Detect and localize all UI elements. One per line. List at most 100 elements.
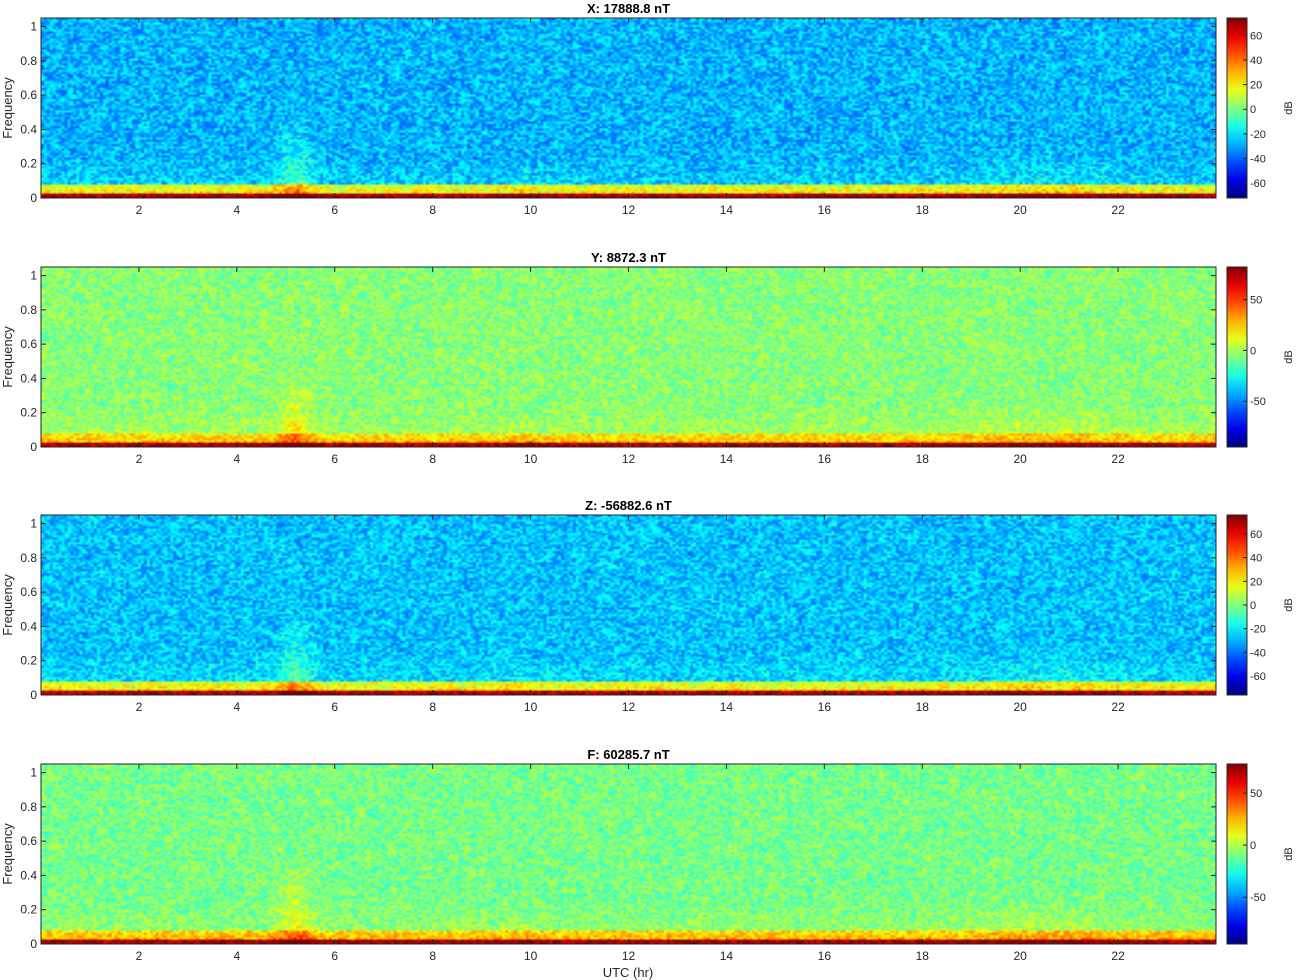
y-axis-label: Frequency bbox=[0, 823, 15, 885]
x-axis-label: UTC (hr) bbox=[603, 965, 654, 980]
x-tick-label: 6 bbox=[331, 700, 338, 714]
x-tick-label: 22 bbox=[1111, 949, 1125, 963]
y-axis-label: Frequency bbox=[0, 574, 15, 636]
colorbar-tick-label: 0 bbox=[1250, 104, 1256, 116]
y-tick-label: 1 bbox=[30, 20, 37, 34]
x-tick-label: 14 bbox=[720, 203, 734, 217]
y-tick-label: 0 bbox=[30, 688, 37, 702]
colorbar-tick-label: 40 bbox=[1250, 553, 1262, 565]
y-tick-label: 0.4 bbox=[20, 371, 37, 385]
y-tick-label: 1 bbox=[30, 766, 37, 780]
x-tick-label: 4 bbox=[233, 949, 240, 963]
colorbar-tick-label: 0 bbox=[1250, 840, 1256, 852]
colorbar-label: dB bbox=[1283, 847, 1295, 860]
x-tick-label: 6 bbox=[331, 452, 338, 466]
colorbar-tick-label: -20 bbox=[1250, 129, 1266, 141]
y-tick-label: 0.6 bbox=[20, 834, 37, 848]
x-tick-label: 16 bbox=[818, 452, 832, 466]
x-tick-label: 16 bbox=[818, 203, 832, 217]
y-tick-label: 0 bbox=[30, 440, 37, 454]
subplot-0: X: 17888.8 nT2 4 6 8 10 12 14 16 18 20 2200.20.40.… bbox=[0, 1, 1295, 217]
colorbar-tick-label: 20 bbox=[1250, 80, 1262, 92]
colorbar bbox=[1226, 17, 1248, 199]
y-tick-label: 0.6 bbox=[20, 337, 37, 351]
colorbar-tick-label: -40 bbox=[1250, 647, 1266, 659]
x-tick-label: 18 bbox=[916, 700, 930, 714]
x-tick-label: 20 bbox=[1013, 203, 1027, 217]
colorbar-tick-label: 40 bbox=[1250, 55, 1262, 67]
x-tick-label: 12 bbox=[622, 203, 636, 217]
colorbar bbox=[1226, 763, 1248, 945]
x-tick-label: 10 bbox=[524, 949, 538, 963]
x-tick-label: 14 bbox=[720, 700, 734, 714]
x-tick-label: 2 bbox=[136, 700, 143, 714]
y-tick-label: 0.4 bbox=[20, 122, 37, 136]
spectrogram-image bbox=[41, 18, 1216, 198]
colorbar-tick-label: -60 bbox=[1250, 671, 1266, 683]
spectrogram-image bbox=[41, 515, 1216, 695]
x-tick-label: 20 bbox=[1013, 949, 1027, 963]
x-tick-label: 8 bbox=[429, 452, 436, 466]
x-tick-label: 14 bbox=[720, 949, 734, 963]
x-tick-label: 14 bbox=[720, 452, 734, 466]
x-tick-label: 18 bbox=[916, 452, 930, 466]
y-tick-label: 0.8 bbox=[20, 800, 37, 814]
y-tick-label: 0.8 bbox=[20, 551, 37, 565]
colorbar-tick-label: -50 bbox=[1250, 892, 1266, 904]
x-tick-label: 12 bbox=[622, 700, 636, 714]
x-tick-label: 6 bbox=[331, 949, 338, 963]
x-tick-label: 8 bbox=[429, 700, 436, 714]
subplot-title: X: 17888.8 nT bbox=[587, 1, 670, 16]
x-tick-label: 16 bbox=[818, 949, 832, 963]
x-tick-label: 10 bbox=[524, 452, 538, 466]
y-tick-label: 0 bbox=[30, 191, 37, 205]
y-tick-label: 0.6 bbox=[20, 585, 37, 599]
y-tick-label: 0 bbox=[30, 937, 37, 951]
subplot-2: Z: -56882.6 nT2 4 6 8 10 12 14 16 18 20 2200.20.40… bbox=[0, 498, 1295, 714]
x-tick-label: 10 bbox=[524, 700, 538, 714]
colorbar-tick-label: 60 bbox=[1250, 529, 1262, 541]
y-tick-label: 0.4 bbox=[20, 868, 37, 882]
colorbar-label: dB bbox=[1283, 101, 1295, 114]
y-tick-label: 0.2 bbox=[20, 654, 37, 668]
spectrogram-image bbox=[41, 764, 1216, 944]
subplot-3: F: 60285.7 nT2 4 6 8 10 12 14 16 18 20 2200.20.40.… bbox=[0, 747, 1295, 963]
x-tick-label: 10 bbox=[524, 203, 538, 217]
y-tick-label: 0.4 bbox=[20, 619, 37, 633]
colorbar-tick-label: 0 bbox=[1250, 345, 1256, 357]
y-tick-label: 0.8 bbox=[20, 54, 37, 68]
subplot-title: F: 60285.7 nT bbox=[587, 747, 669, 762]
x-tick-label: 4 bbox=[233, 700, 240, 714]
x-tick-label: 12 bbox=[622, 452, 636, 466]
x-tick-label: 4 bbox=[233, 203, 240, 217]
colorbar-tick-label: -20 bbox=[1250, 624, 1266, 636]
spectrogram-image bbox=[41, 267, 1216, 447]
colorbar-tick-label: 50 bbox=[1250, 788, 1262, 800]
y-tick-label: 1 bbox=[30, 517, 37, 531]
subplot-title: Z: -56882.6 nT bbox=[585, 498, 672, 513]
x-tick-label: 20 bbox=[1013, 452, 1027, 466]
x-tick-label: 20 bbox=[1013, 700, 1027, 714]
x-tick-label: 18 bbox=[916, 203, 930, 217]
y-tick-label: 0.2 bbox=[20, 406, 37, 420]
colorbar-tick-label: 50 bbox=[1250, 295, 1262, 307]
x-tick-label: 16 bbox=[818, 700, 832, 714]
x-tick-label: 12 bbox=[622, 949, 636, 963]
y-axis-label: Frequency bbox=[0, 326, 15, 388]
colorbar-tick-label: 20 bbox=[1250, 576, 1262, 588]
x-tick-label: 22 bbox=[1111, 452, 1125, 466]
x-tick-label: 2 bbox=[136, 949, 143, 963]
y-tick-label: 0.2 bbox=[20, 157, 37, 171]
x-tick-label: 6 bbox=[331, 203, 338, 217]
x-tick-label: 8 bbox=[429, 949, 436, 963]
x-tick-label: 2 bbox=[136, 452, 143, 466]
x-tick-label: 8 bbox=[429, 203, 436, 217]
x-tick-label: 2 bbox=[136, 203, 143, 217]
x-tick-label: 18 bbox=[916, 949, 930, 963]
y-axis-label: Frequency bbox=[0, 77, 15, 139]
x-tick-label: 22 bbox=[1111, 203, 1125, 217]
y-tick-label: 0.6 bbox=[20, 88, 37, 102]
colorbar-tick-label: 0 bbox=[1250, 600, 1256, 612]
y-tick-label: 0.2 bbox=[20, 903, 37, 917]
